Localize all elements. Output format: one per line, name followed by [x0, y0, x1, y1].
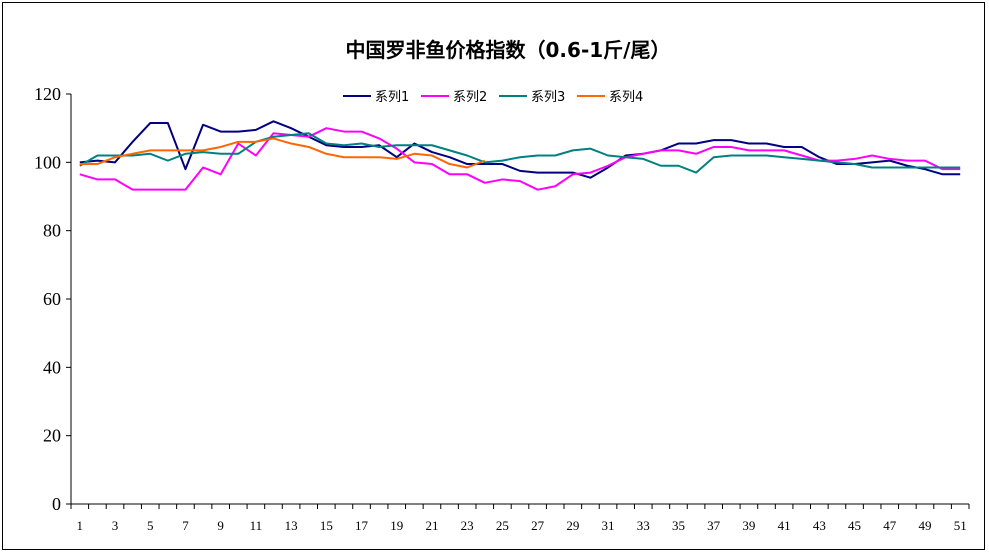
x-tick-label: 33 [637, 518, 650, 533]
legend: 系列1 系列2 系列3 系列4 [343, 90, 643, 105]
legend-label-3: 系列3 [531, 90, 565, 105]
y-tick-label: 100 [34, 152, 61, 172]
legend-label-4: 系列4 [609, 90, 643, 105]
y-tick-label: 120 [34, 84, 61, 104]
x-tick-label: 9 [217, 518, 224, 533]
x-tick-label: 25 [496, 518, 509, 533]
x-tick-label: 43 [813, 518, 826, 533]
y-tick-label: 20 [43, 426, 61, 446]
x-tick-label: 47 [883, 518, 897, 533]
x-tick-label: 21 [425, 518, 438, 533]
x-tick-label: 3 [112, 518, 119, 533]
x-tick-label: 17 [355, 518, 369, 533]
x-tick-label: 11 [250, 518, 263, 533]
x-tick-label: 27 [531, 518, 545, 533]
y-tick-label: 40 [43, 357, 61, 377]
x-tick-label: 1 [77, 518, 84, 533]
series-line-2 [79, 127, 961, 191]
x-tick-label: 31 [602, 518, 615, 533]
chart-title: 中国罗非鱼价格指数（0.6-1斤/尾） [346, 38, 671, 62]
x-tick-label: 41 [778, 518, 791, 533]
y-tick-label: 80 [43, 221, 61, 241]
x-tick-label: 51 [954, 518, 967, 533]
x-tick-label: 15 [320, 518, 333, 533]
series-lines [79, 120, 961, 191]
series-line-4 [79, 137, 486, 169]
series-line-1 [79, 120, 961, 179]
x-tick-label: 37 [707, 518, 721, 533]
y-tick-label: 60 [43, 289, 61, 309]
legend-label-1: 系列1 [375, 90, 409, 105]
x-tick-label: 49 [918, 518, 931, 533]
x-tick-label: 19 [390, 518, 403, 533]
x-tick-label: 7 [182, 518, 189, 533]
y-tick-label: 0 [52, 494, 61, 514]
x-tick-label: 13 [285, 518, 298, 533]
x-tick-label: 39 [742, 518, 755, 533]
x-tick-label: 23 [461, 518, 474, 533]
series-line-3 [79, 132, 961, 174]
x-tick-label: 29 [566, 518, 579, 533]
x-tick-label: 5 [147, 518, 154, 533]
x-tick-label: 35 [672, 518, 685, 533]
legend-label-2: 系列2 [453, 90, 487, 105]
x-tick-label: 45 [848, 518, 861, 533]
